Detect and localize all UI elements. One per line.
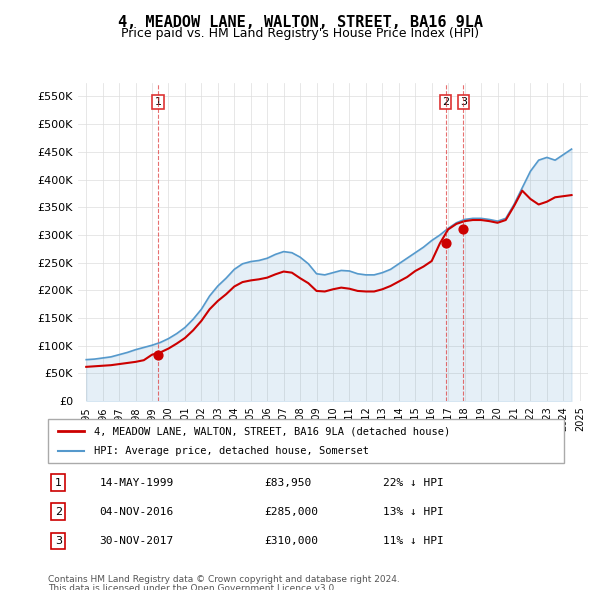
FancyBboxPatch shape bbox=[48, 419, 564, 463]
Text: 3: 3 bbox=[55, 536, 62, 546]
Point bbox=[458, 225, 468, 234]
Text: 4, MEADOW LANE, WALTON, STREET, BA16 9LA (detached house): 4, MEADOW LANE, WALTON, STREET, BA16 9LA… bbox=[94, 427, 451, 436]
Text: 14-MAY-1999: 14-MAY-1999 bbox=[100, 477, 174, 487]
Text: 04-NOV-2016: 04-NOV-2016 bbox=[100, 507, 174, 517]
Text: £285,000: £285,000 bbox=[265, 507, 319, 517]
Text: 1: 1 bbox=[55, 477, 62, 487]
Text: This data is licensed under the Open Government Licence v3.0.: This data is licensed under the Open Gov… bbox=[48, 584, 337, 590]
Text: £310,000: £310,000 bbox=[265, 536, 319, 546]
Text: HPI: Average price, detached house, Somerset: HPI: Average price, detached house, Some… bbox=[94, 446, 370, 455]
Text: Price paid vs. HM Land Registry's House Price Index (HPI): Price paid vs. HM Land Registry's House … bbox=[121, 27, 479, 40]
Point bbox=[154, 350, 163, 359]
Text: 2: 2 bbox=[55, 507, 62, 517]
Text: £83,950: £83,950 bbox=[265, 477, 312, 487]
Text: 2: 2 bbox=[442, 97, 449, 107]
Text: 11% ↓ HPI: 11% ↓ HPI bbox=[383, 536, 444, 546]
Text: 22% ↓ HPI: 22% ↓ HPI bbox=[383, 477, 444, 487]
Text: 13% ↓ HPI: 13% ↓ HPI bbox=[383, 507, 444, 517]
Text: Contains HM Land Registry data © Crown copyright and database right 2024.: Contains HM Land Registry data © Crown c… bbox=[48, 575, 400, 584]
Text: 1: 1 bbox=[155, 97, 161, 107]
Point bbox=[441, 238, 451, 248]
Text: 30-NOV-2017: 30-NOV-2017 bbox=[100, 536, 174, 546]
Text: 4, MEADOW LANE, WALTON, STREET, BA16 9LA: 4, MEADOW LANE, WALTON, STREET, BA16 9LA bbox=[118, 15, 482, 30]
Text: 3: 3 bbox=[460, 97, 467, 107]
